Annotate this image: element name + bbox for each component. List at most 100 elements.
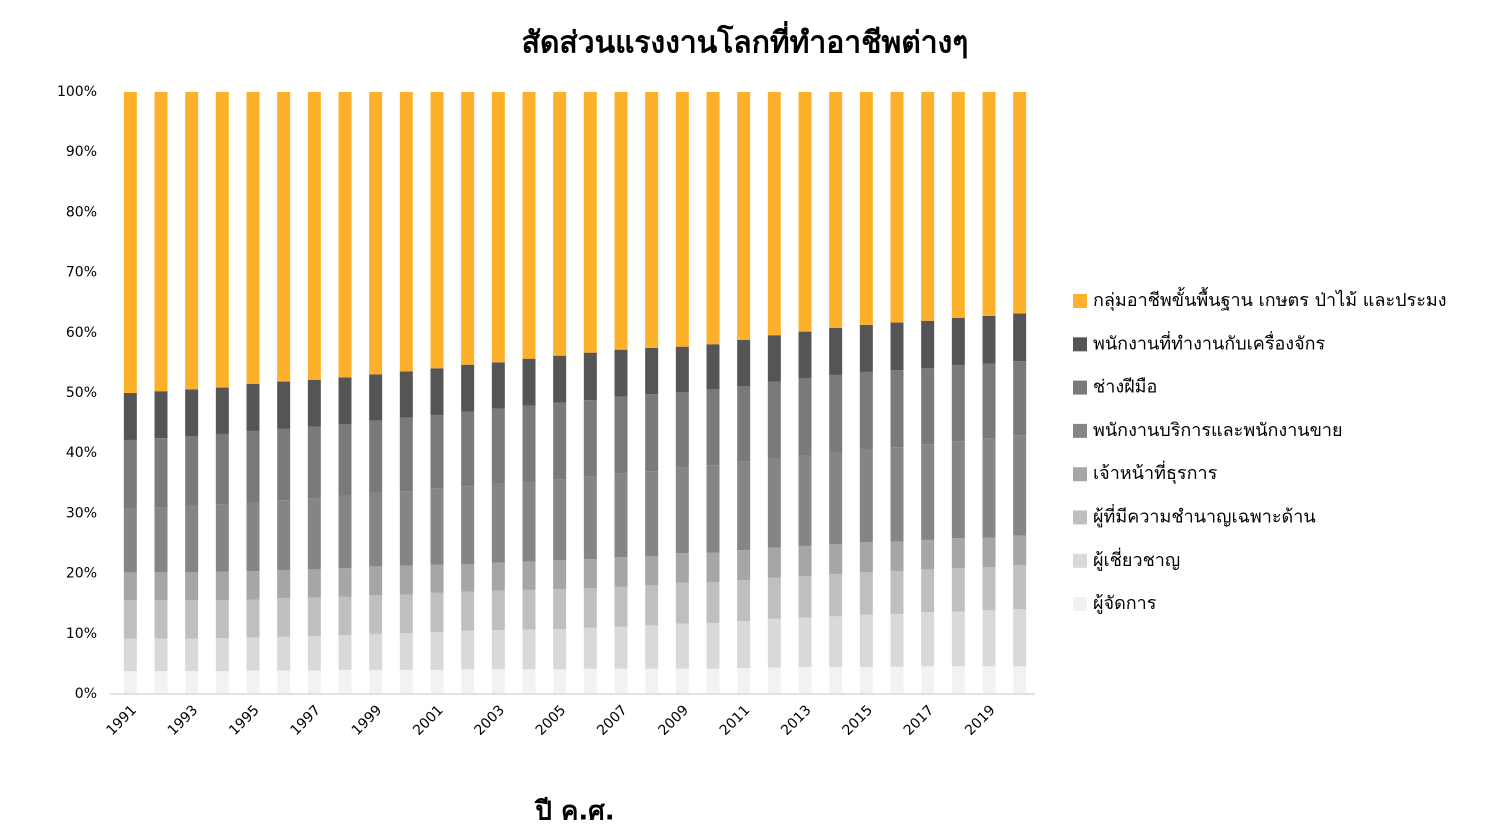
bar-segment: [338, 568, 352, 597]
bar-segment: [1013, 361, 1027, 436]
bar-segment: [215, 433, 229, 505]
bar-segment: [522, 669, 536, 694]
bar-segment: [614, 349, 628, 397]
bar-segment: [277, 500, 291, 570]
bar-segment: [614, 92, 628, 350]
bar-segment: [645, 471, 659, 557]
y-tick-label: 50%: [66, 385, 97, 401]
bar-segment: [338, 495, 352, 569]
bar-segment: [154, 671, 168, 694]
bar-segment: [185, 389, 199, 437]
bar-segment: [399, 669, 413, 694]
bar-segment: [583, 92, 597, 353]
bar-segment: [859, 572, 873, 615]
legend-swatch: [1073, 597, 1087, 612]
bar-segment: [185, 638, 199, 672]
bar-segment: [246, 637, 260, 671]
bar-segment: [921, 368, 935, 445]
bar-segment: [522, 358, 536, 406]
bar-segment: [491, 630, 505, 670]
bar-segment: [737, 668, 751, 694]
bar-segment: [215, 504, 229, 572]
bar-segment: [737, 580, 751, 622]
bar-segment: [890, 322, 904, 371]
bar-segment: [737, 386, 751, 462]
legend-label: พนักงานที่ทำงานกับเครื่องจักร: [1093, 330, 1326, 354]
bar-segment: [737, 621, 751, 669]
bar-segment: [675, 392, 689, 468]
bar-segment: [737, 461, 751, 551]
bar-segment: [859, 92, 873, 325]
bar-segment: [154, 391, 168, 439]
bar-segment: [706, 582, 720, 623]
bar-segment: [645, 585, 659, 626]
bar-segment: [277, 636, 291, 671]
bar-segment: [399, 565, 413, 595]
legend-swatch: [1073, 337, 1087, 352]
bar-segment: [737, 550, 751, 581]
bar-segment: [430, 564, 444, 593]
bar-segment: [215, 571, 229, 601]
bar-segment: [798, 576, 812, 618]
bar-segment: [1013, 565, 1027, 610]
bar-segment: [461, 630, 475, 670]
bar-segment: [921, 320, 935, 369]
bar-segment: [982, 610, 996, 667]
bar-segment: [829, 666, 843, 694]
bar-segment: [921, 666, 935, 694]
x-axis-label: ปี ค.ศ.: [534, 797, 614, 827]
y-tick-label: 20%: [66, 566, 97, 582]
bar-segment: [430, 592, 444, 632]
bar-segment: [859, 324, 873, 372]
bar-segment: [583, 352, 597, 401]
bar-segment: [553, 355, 567, 403]
bar-segment: [890, 571, 904, 614]
bar-segment: [982, 363, 996, 439]
bar-segment: [277, 670, 291, 694]
bar-segment: [982, 438, 996, 538]
bar-segment: [522, 92, 536, 359]
bar-segment: [185, 436, 199, 507]
bar-segment: [277, 598, 291, 637]
bar-segment: [706, 668, 720, 694]
bar-segment: [890, 92, 904, 323]
bar-segment: [307, 498, 321, 570]
bar-segment: [767, 577, 781, 619]
bar-segment: [246, 430, 260, 503]
bar-segment: [951, 568, 965, 612]
y-tick-label: 30%: [66, 505, 97, 521]
bar-segment: [399, 371, 413, 418]
bar-segment: [522, 481, 536, 562]
legend-label: ผู้จัดการ: [1093, 593, 1157, 614]
bar-segment: [430, 631, 444, 670]
legend-swatch: [1073, 467, 1087, 482]
bar-segment: [951, 365, 965, 442]
bar-segment: [246, 502, 260, 572]
bar-segment: [399, 417, 413, 492]
bar-segment: [369, 669, 383, 694]
bar-segment: [614, 557, 628, 587]
bar-segment: [307, 426, 321, 499]
bar-segment: [583, 400, 597, 477]
bar-segment: [982, 566, 996, 611]
bar-segment: [491, 92, 505, 363]
bar-segment: [583, 668, 597, 694]
bar-segment: [675, 92, 689, 347]
bar-segment: [767, 458, 781, 548]
bar-segment: [645, 347, 659, 395]
bar-segment: [154, 600, 168, 639]
bar-segment: [185, 572, 199, 601]
bar-segment: [123, 508, 137, 573]
bar-segment: [522, 589, 536, 630]
bar-segment: [614, 473, 628, 558]
bar-segment: [461, 411, 475, 487]
bar-segment: [307, 636, 321, 671]
bar-segment: [338, 669, 352, 694]
y-tick-label: 70%: [66, 265, 97, 281]
bar-segment: [123, 439, 137, 509]
legend-swatch: [1073, 510, 1087, 525]
bar-segment: [645, 668, 659, 694]
bar-segment: [675, 668, 689, 694]
bar-segment: [461, 92, 475, 365]
bar-segment: [614, 626, 628, 669]
